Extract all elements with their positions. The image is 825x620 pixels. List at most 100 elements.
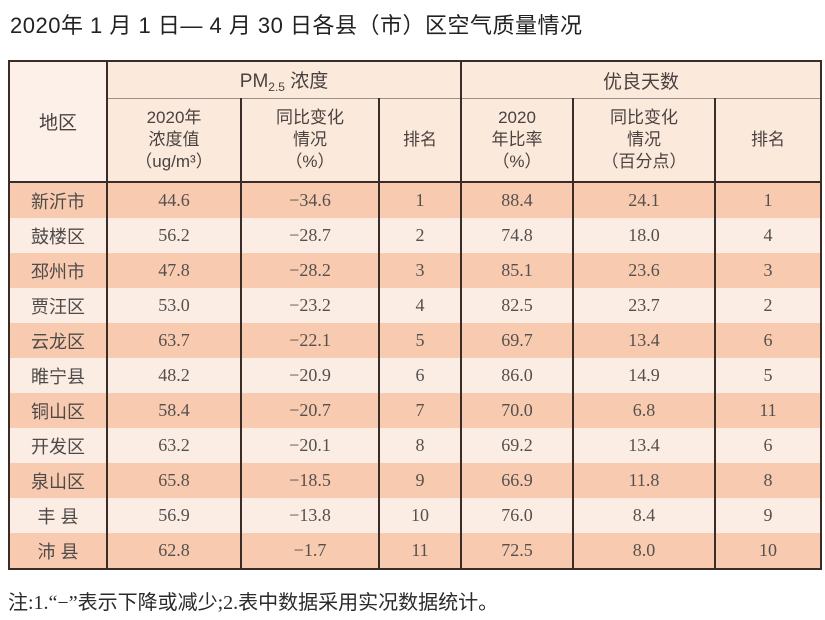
pm-rank-cell: 1 bbox=[378, 182, 461, 218]
pm25-label-suffix: 浓度 bbox=[284, 71, 329, 92]
pm-change-cell: −20.9 bbox=[240, 358, 379, 393]
pm-rank-cell: 6 bbox=[378, 358, 461, 393]
region-cell: 云龙区 bbox=[31, 331, 85, 352]
good-rank-cell: 6 bbox=[713, 323, 822, 358]
table-row: 沛 县 62.8 −1.7 11 72.5 8.0 10 bbox=[9, 533, 822, 569]
air-quality-table: 地区 PM2.5 浓度 优良天数 2020年 浓度值 （ug/m³） 同比变化 … bbox=[8, 60, 823, 570]
good-change-cell: 18.0 bbox=[572, 218, 715, 253]
pm-value-cell: 53.0 bbox=[106, 288, 241, 323]
pm-change-cell: −20.7 bbox=[240, 393, 379, 428]
pm-value-cell: 58.4 bbox=[106, 393, 241, 428]
pm-change-cell: −34.6 bbox=[240, 182, 379, 218]
good-ratio-cell: 69.7 bbox=[460, 323, 573, 358]
pm-change-cell: −13.8 bbox=[240, 498, 379, 533]
good-change-cell: 8.0 bbox=[572, 533, 715, 569]
good-rank-cell: 9 bbox=[713, 498, 822, 533]
good-ratio-cell: 66.9 bbox=[460, 463, 573, 498]
good-rank-cell: 11 bbox=[713, 393, 822, 428]
region-cell: 邳州市 bbox=[31, 261, 85, 282]
pm25-label-subscript: 2.5 bbox=[268, 80, 285, 94]
pm-rank-cell: 7 bbox=[378, 393, 461, 428]
group-header-row: 地区 PM2.5 浓度 优良天数 bbox=[9, 61, 822, 183]
region-column-header: 地区 bbox=[9, 61, 108, 183]
pm-rank-cell: 10 bbox=[378, 498, 461, 533]
good-change-cell: 23.7 bbox=[572, 288, 715, 323]
table-row: 邳州市 47.8 −28.2 3 85.1 23.6 3 bbox=[9, 253, 822, 288]
region-cell: 泉山区 bbox=[31, 471, 85, 492]
pm-change-cell: −22.1 bbox=[240, 323, 379, 358]
table-row: 贾汪区 53.0 −23.2 4 82.5 23.7 2 bbox=[9, 288, 822, 323]
good-change-cell: 13.4 bbox=[572, 323, 715, 358]
good-ratio-cell: 85.1 bbox=[460, 253, 573, 288]
pm25-group-header: PM2.5 浓度 bbox=[107, 61, 461, 99]
pm-value-cell: 63.2 bbox=[106, 428, 241, 463]
table-row: 新沂市 44.6 −34.6 1 88.4 24.1 1 bbox=[9, 182, 822, 218]
good-ratio-cell: 82.5 bbox=[460, 288, 573, 323]
table-row: 丰 县 56.9 −13.8 10 76.0 8.4 9 bbox=[9, 498, 822, 533]
page-title: 2020年 1 月 1 日— 4 月 30 日各县（市）区空气质量情况 bbox=[10, 13, 583, 38]
pm-rank-cell: 5 bbox=[378, 323, 461, 358]
region-cell: 睢宁县 bbox=[31, 366, 85, 387]
good-ratio-cell: 76.0 bbox=[460, 498, 573, 533]
sub-header-row: 2020年 浓度值 （ug/m³） 同比变化 情况 （%） 排名 2020 年比… bbox=[9, 98, 822, 183]
pm-change-cell: −28.7 bbox=[240, 218, 379, 253]
good-rank-cell: 3 bbox=[713, 253, 822, 288]
good-change-cell: 14.9 bbox=[572, 358, 715, 393]
table-row: 开发区 63.2 −20.1 8 69.2 13.4 6 bbox=[9, 428, 822, 463]
good-rank-cell: 2 bbox=[713, 288, 822, 323]
good-rank-header: 排名 bbox=[713, 98, 822, 183]
pm-value-cell: 62.8 bbox=[106, 533, 241, 569]
pm-value-cell: 63.7 bbox=[106, 323, 241, 358]
pm-value-header: 2020年 浓度值 （ug/m³） bbox=[107, 98, 241, 183]
good-ratio-cell: 74.8 bbox=[460, 218, 573, 253]
good-rank-cell: 8 bbox=[713, 463, 822, 498]
good-rank-cell: 6 bbox=[713, 428, 822, 463]
good-change-cell: 8.4 bbox=[572, 498, 715, 533]
good-change-cell: 13.4 bbox=[572, 428, 715, 463]
pm-change-cell: −20.1 bbox=[240, 428, 379, 463]
pm-change-cell: −18.5 bbox=[240, 463, 379, 498]
table-row: 鼓楼区 56.2 −28.7 2 74.8 18.0 4 bbox=[9, 218, 822, 253]
table-row: 云龙区 63.7 −22.1 5 69.7 13.4 6 bbox=[9, 323, 822, 358]
region-cell: 开发区 bbox=[31, 436, 85, 457]
good-rank-cell: 5 bbox=[713, 358, 822, 393]
pm-rank-cell: 3 bbox=[378, 253, 461, 288]
pm-value-cell: 47.8 bbox=[106, 253, 241, 288]
pm-rank-cell: 2 bbox=[378, 218, 461, 253]
region-cell: 铜山区 bbox=[31, 401, 85, 422]
good-change-cell: 6.8 bbox=[572, 393, 715, 428]
good-rank-cell: 1 bbox=[713, 182, 822, 218]
pm-rank-cell: 9 bbox=[378, 463, 461, 498]
pm-rank-cell: 11 bbox=[378, 533, 461, 569]
pm-value-cell: 56.9 bbox=[106, 498, 241, 533]
good-change-cell: 23.6 bbox=[572, 253, 715, 288]
pm-value-cell: 65.8 bbox=[106, 463, 241, 498]
footnote: 注:1.“−”表示下降或减少;2.表中数据采用实况数据统计。 bbox=[8, 592, 499, 614]
region-cell: 贾汪区 bbox=[31, 296, 85, 317]
pm-change-cell: −28.2 bbox=[240, 253, 379, 288]
pm25-label-prefix: PM bbox=[239, 71, 269, 92]
pm-rank-header: 排名 bbox=[378, 98, 461, 183]
good-rank-cell: 10 bbox=[713, 533, 822, 569]
pm-value-cell: 48.2 bbox=[106, 358, 241, 393]
region-cell: 鼓楼区 bbox=[31, 226, 85, 247]
good-ratio-cell: 86.0 bbox=[460, 358, 573, 393]
pm-rank-cell: 8 bbox=[378, 428, 461, 463]
pm-change-cell: −1.7 bbox=[240, 533, 379, 569]
good-ratio-header: 2020 年比率 （%） bbox=[460, 98, 573, 183]
table-row: 泉山区 65.8 −18.5 9 66.9 11.8 8 bbox=[9, 463, 822, 498]
table-body: 新沂市 44.6 −34.6 1 88.4 24.1 1 鼓楼区 56.2 −28.7 2 74.8 1… bbox=[9, 182, 822, 569]
good-rank-cell: 4 bbox=[713, 218, 822, 253]
region-cell: 新沂市 bbox=[31, 191, 85, 212]
pm-rank-cell: 4 bbox=[378, 288, 461, 323]
table-row: 铜山区 58.4 −20.7 7 70.0 6.8 11 bbox=[9, 393, 822, 428]
good-ratio-cell: 88.4 bbox=[460, 182, 573, 218]
good-change-cell: 24.1 bbox=[572, 182, 715, 218]
good-ratio-cell: 70.0 bbox=[460, 393, 573, 428]
table-row: 睢宁县 48.2 −20.9 6 86.0 14.9 5 bbox=[9, 358, 822, 393]
pm-change-header: 同比变化 情况 （%） bbox=[240, 98, 379, 183]
region-cell: 丰 县 bbox=[37, 506, 79, 527]
good-change-cell: 11.8 bbox=[572, 463, 715, 498]
pm-change-cell: −23.2 bbox=[240, 288, 379, 323]
